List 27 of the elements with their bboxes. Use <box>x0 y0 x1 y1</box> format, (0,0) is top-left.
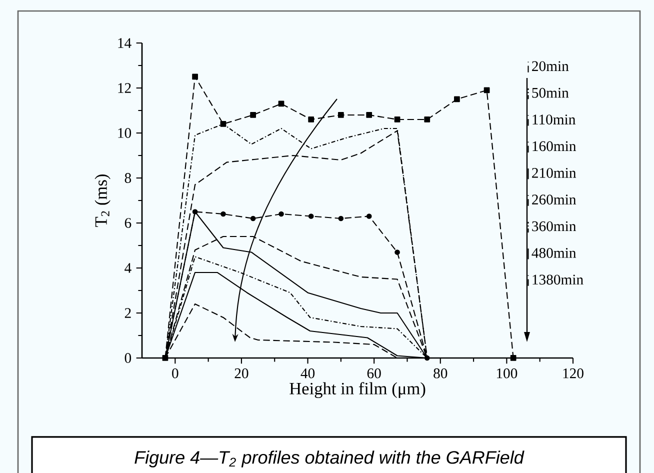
legend-label: 360min <box>532 221 576 232</box>
legend-label: 260min <box>532 194 576 205</box>
y-tick-label: 12 <box>118 83 131 93</box>
x-tick-label: 100 <box>496 368 518 378</box>
legend-label: 110min <box>532 114 576 124</box>
y-tick-label: 6 <box>124 218 132 228</box>
y-tick-label: 4 <box>124 263 132 273</box>
y-tick-label: 0 <box>124 353 132 363</box>
y-tick-label: 2 <box>124 308 131 318</box>
x-tick-label: 120 <box>563 368 584 378</box>
y-tick-label: 8 <box>124 173 132 183</box>
x-tick-label: 0 <box>172 368 178 378</box>
legend-label: 1380min <box>532 274 584 285</box>
x-tick-label: 80 <box>434 368 448 378</box>
x-tick-label: 60 <box>367 368 381 378</box>
x-axis-title: Height in film (μm) <box>290 382 426 398</box>
y-tick-label: 10 <box>118 128 132 138</box>
legend-label: 20min <box>532 61 569 72</box>
y-tick-label: 14 <box>118 38 132 48</box>
legend-label: 210min <box>532 168 576 178</box>
x-tick-label: 40 <box>300 368 315 378</box>
legend-label: 480min <box>532 248 576 258</box>
y-axis-title: T$_{2}$ (ms) <box>94 174 110 227</box>
x-tick-label: 20 <box>234 368 248 378</box>
legend-label: 160min <box>532 141 576 152</box>
caption: Figure 4—T$_{2}$ profiles obtained with the GARField <box>134 450 524 468</box>
legend-label: 50min <box>532 88 569 98</box>
